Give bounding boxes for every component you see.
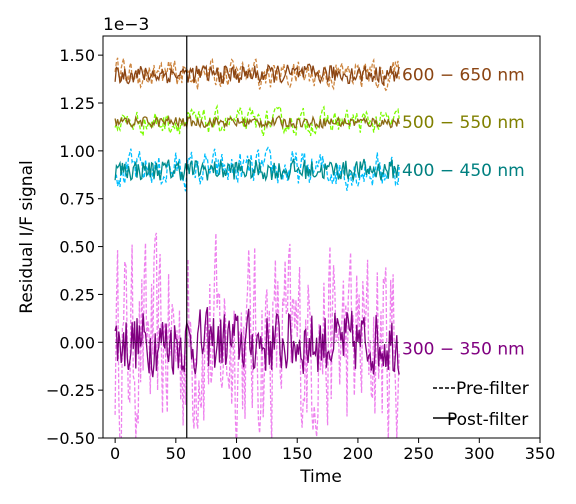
post-filter-series-line <box>114 158 400 182</box>
y-tick-label: 1.25 <box>59 94 95 113</box>
y-tick-label: 0.50 <box>59 238 95 257</box>
pre-filter-series-line <box>114 232 400 438</box>
x-tick-label: 350 <box>525 444 556 463</box>
y-tick-label: 0.25 <box>59 285 95 304</box>
pre-filter-series-line <box>115 146 400 192</box>
x-tick-label: 250 <box>403 444 434 463</box>
x-tick-label: 200 <box>343 444 374 463</box>
x-axis: 0 50 100 150 200 250 300 350 <box>110 438 555 463</box>
series-layer <box>114 57 400 438</box>
band-label: 300 − 350 nm <box>402 339 525 359</box>
plot-area <box>102 35 541 439</box>
legend-pre-filter-label: Pre-filter <box>456 379 529 399</box>
band-label: 500 − 550 nm <box>402 113 525 133</box>
post-filter-series-line <box>114 306 400 378</box>
x-tick-label: 300 <box>464 444 495 463</box>
x-tick-label: 150 <box>282 444 313 463</box>
band-label: 400 − 450 nm <box>402 161 525 181</box>
y-offset-label: 1e−3 <box>103 15 149 35</box>
post-filter-series-line <box>114 63 400 87</box>
y-tick-label: 1.50 <box>59 46 95 65</box>
x-tick-label: 100 <box>221 444 252 463</box>
band-label: 600 − 650 nm <box>402 65 525 85</box>
y-tick-label: 0.75 <box>59 190 95 209</box>
post-filter-series-line <box>114 114 400 130</box>
pre-filter-series-line <box>114 57 400 92</box>
x-axis-label: Time <box>299 467 342 487</box>
x-tick-label: 0 <box>110 444 120 463</box>
legend: Pre-filter Post-filter <box>433 379 529 430</box>
y-tick-label: −0.50 <box>46 429 95 448</box>
y-axis-label: Residual I/F signal <box>17 160 37 313</box>
legend-post-filter-label: Post-filter <box>447 410 528 430</box>
y-tick-label: −0.25 <box>46 381 95 400</box>
y-tick-label: 1.00 <box>59 142 95 161</box>
y-axis: −0.50 −0.25 0.00 0.25 0.50 0.75 1.00 1.25 1.50 <box>46 46 103 448</box>
y-tick-label: 0.00 <box>59 333 95 352</box>
band-labels: 300 − 350 nm 400 − 450 nm 500 − 550 nm 600 … <box>402 65 525 359</box>
x-tick-label: 50 <box>166 444 186 463</box>
plot-frame <box>102 35 541 439</box>
